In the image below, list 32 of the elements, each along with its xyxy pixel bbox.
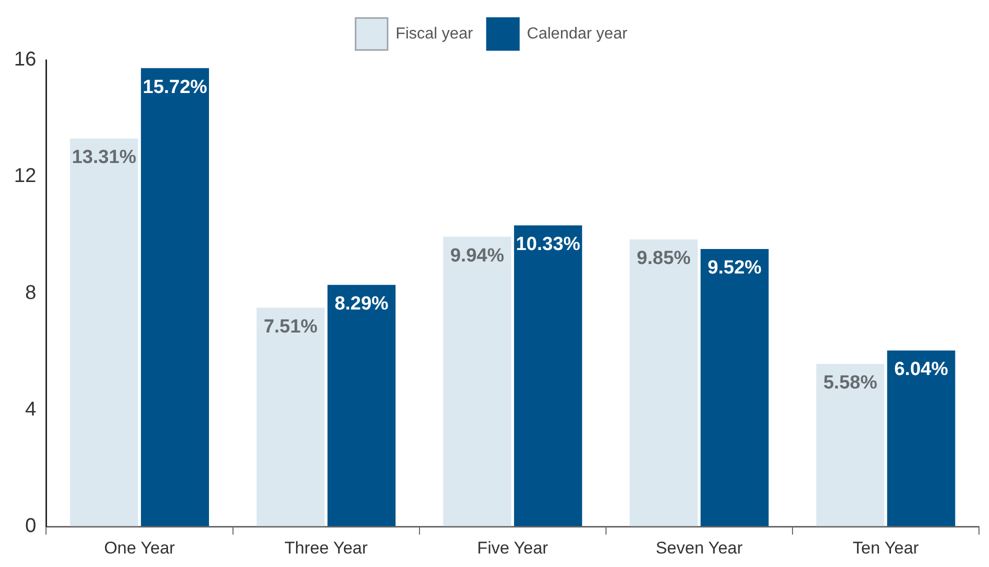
x-tick-label: One Year bbox=[104, 538, 176, 558]
bar bbox=[327, 284, 396, 526]
bar bbox=[443, 236, 512, 526]
x-tick-label: Seven Year bbox=[656, 538, 743, 558]
data-label: 9.94% bbox=[450, 245, 504, 266]
y-tick-label: 16 bbox=[14, 48, 36, 71]
data-label: 15.72% bbox=[142, 76, 208, 98]
x-tick-label: Ten Year bbox=[852, 538, 920, 558]
bar bbox=[256, 308, 325, 526]
y-tick-label: 0 bbox=[25, 515, 36, 538]
bar bbox=[700, 248, 769, 526]
bar bbox=[514, 225, 582, 526]
y-tick-label: 4 bbox=[25, 398, 36, 420]
data-label: 13.31% bbox=[72, 147, 136, 168]
y-tick-label: 12 bbox=[14, 165, 36, 188]
bar bbox=[887, 350, 956, 526]
data-label: 9.85% bbox=[636, 248, 691, 270]
data-label: 7.51% bbox=[264, 316, 318, 338]
y-tick-label: 8 bbox=[25, 282, 36, 304]
data-label: 10.33% bbox=[516, 234, 580, 256]
x-tick-label: Three Year bbox=[284, 538, 368, 558]
data-label: 5.58% bbox=[823, 372, 878, 394]
legend-label: Fiscal year bbox=[396, 25, 474, 42]
bar bbox=[816, 364, 884, 526]
data-label: 8.29% bbox=[334, 294, 389, 315]
data-label: 6.04% bbox=[894, 359, 948, 380]
bar bbox=[630, 239, 698, 526]
bar bbox=[140, 68, 209, 526]
legend-label: Calendar year bbox=[526, 25, 628, 42]
data-label: 9.52% bbox=[708, 258, 762, 279]
bar bbox=[70, 138, 138, 526]
x-tick-label: Five Year bbox=[477, 538, 548, 558]
